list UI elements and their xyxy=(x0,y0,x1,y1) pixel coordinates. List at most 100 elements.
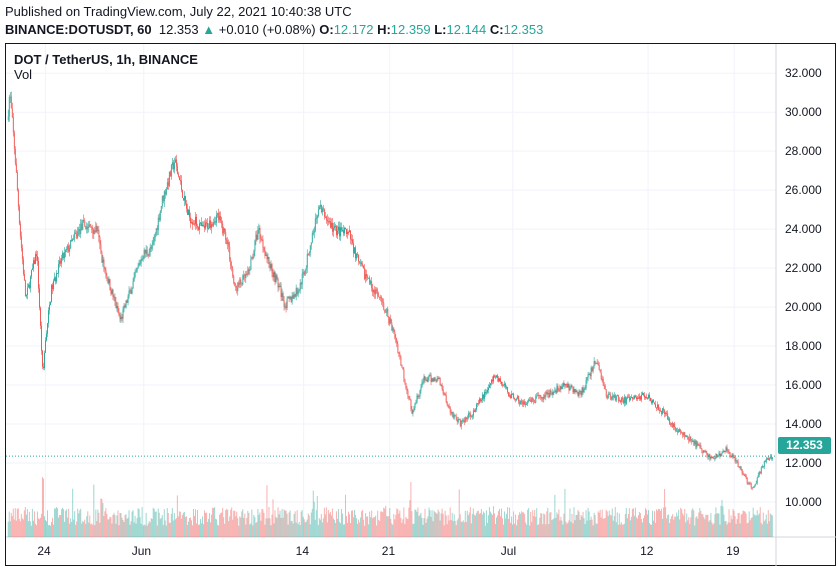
volume-bar xyxy=(475,513,477,537)
volume-bar xyxy=(461,521,463,537)
volume-bar xyxy=(100,498,102,537)
candle-body xyxy=(682,433,684,436)
volume-bar xyxy=(702,514,704,537)
candle-body xyxy=(352,239,354,244)
candle-body xyxy=(572,386,574,393)
candle-body xyxy=(153,237,155,242)
y-tick-label: 18.000 xyxy=(785,339,822,354)
candle-body xyxy=(48,310,50,324)
candle-body xyxy=(412,410,414,414)
volume-bar xyxy=(443,525,445,537)
candle-body xyxy=(397,344,399,353)
volume-bar xyxy=(82,520,84,537)
candle-body xyxy=(49,305,51,311)
candle-body xyxy=(68,245,70,252)
candle-body xyxy=(330,222,332,228)
candle-body xyxy=(146,249,148,255)
low-label: L: xyxy=(434,22,447,37)
candle-body xyxy=(738,466,740,468)
volume-bar xyxy=(51,521,53,537)
candle-body xyxy=(630,397,632,399)
volume-bar xyxy=(307,513,309,537)
last-price-badge: 12.353 xyxy=(778,437,831,454)
volume-bar xyxy=(414,509,416,537)
volume-bar xyxy=(690,517,692,537)
volume-bar xyxy=(618,513,620,537)
volume-bar xyxy=(696,516,698,537)
candle-body xyxy=(42,350,43,367)
candle-body xyxy=(60,260,62,264)
volume-bar xyxy=(420,512,422,537)
volume-bar xyxy=(638,512,640,537)
volume-bar xyxy=(355,514,357,537)
candle-body xyxy=(673,423,675,428)
volume-bar xyxy=(357,523,359,537)
volume-bar xyxy=(537,525,539,537)
candle-body xyxy=(427,377,429,382)
candle-body xyxy=(133,276,135,282)
volume-bar xyxy=(259,512,261,537)
candle-body xyxy=(391,322,393,331)
volume-bar xyxy=(492,506,494,537)
candle-body xyxy=(590,367,592,377)
volume-bar xyxy=(403,507,405,537)
candle-body xyxy=(729,452,731,456)
volume-bar xyxy=(306,519,308,537)
volume-bar xyxy=(478,513,480,537)
volume-bar xyxy=(629,520,631,537)
candle-body xyxy=(104,267,106,270)
candle-body xyxy=(261,239,263,241)
candle-body xyxy=(320,204,322,213)
candle-body xyxy=(574,389,576,393)
volume-bar xyxy=(37,518,39,537)
candle-body xyxy=(496,375,497,377)
candle-body xyxy=(143,249,145,259)
volume-bar xyxy=(528,508,530,537)
candle-body xyxy=(23,274,25,281)
volume-bar xyxy=(109,516,111,537)
volume-bar xyxy=(285,510,287,537)
volume-bar xyxy=(216,519,218,537)
candle-body xyxy=(556,385,558,393)
volume-bar xyxy=(232,519,234,537)
candle-body xyxy=(608,393,610,395)
chart-frame[interactable] xyxy=(5,43,836,566)
candle-body xyxy=(199,223,201,230)
candle-body xyxy=(289,296,291,299)
volume-bar xyxy=(710,513,712,537)
volume-bar xyxy=(677,515,679,537)
volume-bar xyxy=(108,519,110,537)
candle-body xyxy=(201,222,203,227)
candle-body xyxy=(343,230,344,234)
candle-body xyxy=(108,279,110,284)
volume-bar xyxy=(650,524,652,537)
candle-body xyxy=(539,395,541,397)
volume-bar xyxy=(581,516,583,537)
volume-bar xyxy=(709,520,711,537)
candle-body xyxy=(487,390,488,393)
volume-bar xyxy=(209,513,211,537)
candle-body xyxy=(695,440,697,448)
volume-bar xyxy=(175,518,177,537)
volume-bar xyxy=(743,510,745,537)
candle-body xyxy=(27,284,29,288)
volume-bar xyxy=(735,523,737,537)
candle-body xyxy=(421,382,423,388)
candle-body xyxy=(614,395,616,401)
candle-body xyxy=(392,328,394,331)
candle-body xyxy=(706,452,708,456)
y-tick-label: 28.000 xyxy=(785,144,822,159)
volume-bar xyxy=(77,508,79,537)
volume-bar xyxy=(22,519,24,537)
volume-bar xyxy=(445,515,447,537)
volume-bar xyxy=(705,514,707,537)
volume-bar xyxy=(287,524,289,537)
volume-bar xyxy=(111,523,113,537)
volume-bar xyxy=(98,512,100,537)
candle-body xyxy=(747,483,749,485)
candle-body xyxy=(327,221,329,223)
volume-bar xyxy=(557,514,559,537)
candle-body xyxy=(200,222,202,224)
volume-bar xyxy=(485,510,487,537)
